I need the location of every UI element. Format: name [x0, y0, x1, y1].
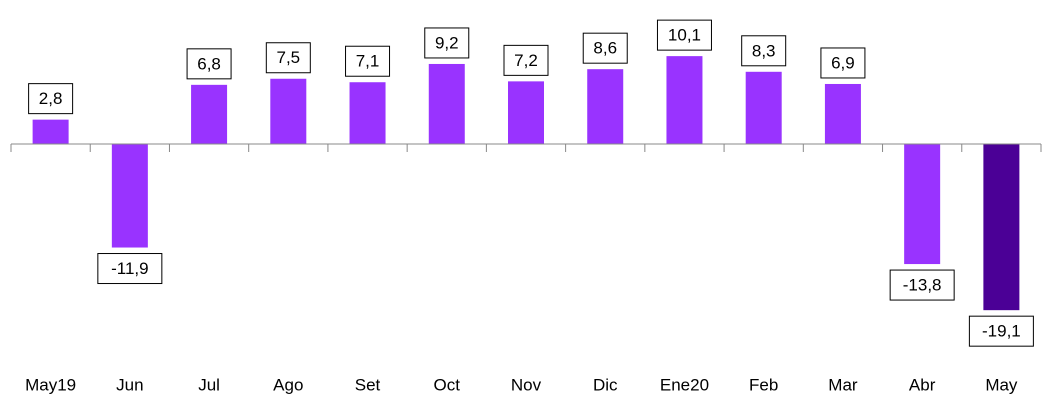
- x-tick-label: Dic: [593, 375, 618, 394]
- bar: [270, 78, 307, 144]
- value-label: 8,6: [593, 39, 617, 58]
- x-tick-label: Mar: [828, 375, 858, 394]
- value-label: 10,1: [668, 26, 701, 45]
- value-label-box: [265, 42, 311, 74]
- bar: [428, 63, 465, 144]
- value-label-box: [582, 32, 628, 64]
- value-label-box: [889, 269, 955, 301]
- value-label: -19,1: [982, 322, 1021, 341]
- value-label-box: [28, 83, 74, 115]
- x-tick-label: May: [985, 375, 1018, 394]
- bar: [983, 144, 1020, 311]
- x-tick-label: Nov: [511, 375, 542, 394]
- bar: [111, 144, 148, 248]
- x-tick-label: Abr: [909, 375, 936, 394]
- value-label: 6,8: [197, 54, 221, 73]
- value-label: 6,9: [831, 53, 855, 72]
- value-label: 7,1: [356, 52, 380, 71]
- value-label-box: [345, 45, 391, 77]
- x-tick-label: Oct: [434, 375, 461, 394]
- value-label-box: [741, 35, 787, 67]
- value-label: 7,2: [514, 51, 538, 70]
- bar: [349, 82, 386, 144]
- bar: [191, 84, 228, 144]
- value-label-box: [656, 19, 712, 51]
- bar: [666, 56, 703, 144]
- bar: [508, 81, 544, 144]
- value-label: 8,3: [752, 41, 776, 60]
- x-tick-label: May19: [25, 375, 76, 394]
- x-tick-label: Jul: [198, 375, 220, 394]
- value-label-box: [503, 44, 549, 76]
- value-label-box: [968, 315, 1034, 347]
- bar: [824, 83, 861, 144]
- value-label: -13,8: [903, 276, 942, 295]
- bar: [745, 71, 782, 144]
- value-label: 7,5: [276, 48, 300, 67]
- x-tick-label: Jun: [116, 375, 143, 394]
- x-tick-label: Ene20: [660, 375, 709, 394]
- value-label-box: [820, 47, 866, 79]
- value-label: 2,8: [39, 89, 63, 108]
- bar: [587, 69, 624, 144]
- value-label-box: [97, 253, 163, 285]
- value-label-box: [424, 27, 470, 59]
- value-label-box: [186, 48, 232, 80]
- bar: [904, 144, 941, 265]
- x-tick-label: Set: [355, 375, 381, 394]
- value-label: -11,9: [111, 259, 149, 278]
- x-tick-label: Ago: [273, 375, 303, 394]
- x-tick-label: Feb: [749, 375, 778, 394]
- bar: [32, 119, 69, 144]
- value-label: 9,2: [435, 33, 459, 52]
